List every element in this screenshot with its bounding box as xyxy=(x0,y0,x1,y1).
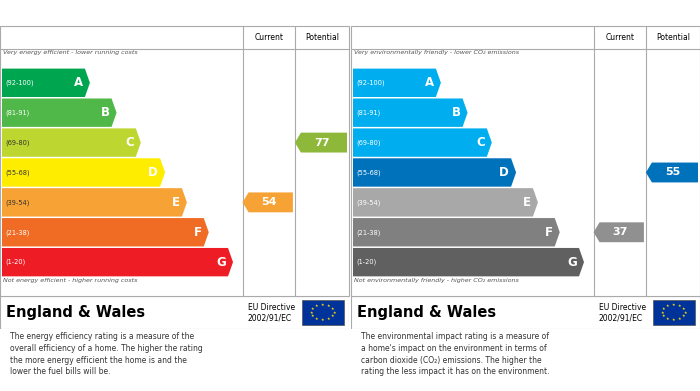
Polygon shape xyxy=(2,218,209,246)
Text: G: G xyxy=(567,256,577,269)
Text: Not environmentally friendly - higher CO₂ emissions: Not environmentally friendly - higher CO… xyxy=(354,278,519,283)
Text: B: B xyxy=(101,106,110,119)
Text: (92-100): (92-100) xyxy=(5,79,34,86)
Polygon shape xyxy=(353,128,492,157)
Text: (81-91): (81-91) xyxy=(356,109,380,116)
Text: (1-20): (1-20) xyxy=(356,259,377,265)
Polygon shape xyxy=(646,163,698,183)
Text: ★: ★ xyxy=(678,317,681,321)
Text: Energy Efficiency Rating: Energy Efficiency Rating xyxy=(7,7,169,20)
Text: ★: ★ xyxy=(315,304,318,308)
Polygon shape xyxy=(295,133,347,152)
Text: ★: ★ xyxy=(327,304,330,308)
Text: C: C xyxy=(476,136,485,149)
Text: ★: ★ xyxy=(332,310,336,314)
Text: Current: Current xyxy=(606,33,634,42)
Text: (69-80): (69-80) xyxy=(5,139,29,146)
Polygon shape xyxy=(353,188,538,217)
Polygon shape xyxy=(2,248,233,276)
Text: ★: ★ xyxy=(331,307,335,311)
Text: The energy efficiency rating is a measure of the
overall efficiency of a home. T: The energy efficiency rating is a measur… xyxy=(10,332,203,377)
Text: (21-38): (21-38) xyxy=(5,229,29,235)
Text: ★: ★ xyxy=(682,314,686,318)
Text: England & Wales: England & Wales xyxy=(6,305,145,320)
Polygon shape xyxy=(353,68,441,97)
Text: (92-100): (92-100) xyxy=(356,79,384,86)
Polygon shape xyxy=(2,68,90,97)
Text: 54: 54 xyxy=(261,197,277,207)
Text: (1-20): (1-20) xyxy=(5,259,25,265)
Polygon shape xyxy=(2,128,141,157)
Text: (55-68): (55-68) xyxy=(356,169,381,176)
Text: (39-54): (39-54) xyxy=(356,199,380,206)
Polygon shape xyxy=(2,188,187,217)
Text: Environmental Impact (CO₂) Rating: Environmental Impact (CO₂) Rating xyxy=(358,7,590,20)
Text: C: C xyxy=(125,136,134,149)
Text: D: D xyxy=(499,166,509,179)
Text: Very environmentally friendly - lower CO₂ emissions: Very environmentally friendly - lower CO… xyxy=(354,50,519,55)
Text: ★: ★ xyxy=(662,307,666,311)
Polygon shape xyxy=(2,99,117,127)
Polygon shape xyxy=(594,222,644,242)
Text: (69-80): (69-80) xyxy=(356,139,381,146)
Text: Potential: Potential xyxy=(305,33,339,42)
Text: EU Directive
2002/91/EC: EU Directive 2002/91/EC xyxy=(248,303,295,322)
Text: G: G xyxy=(216,256,226,269)
Text: F: F xyxy=(194,226,202,239)
Text: England & Wales: England & Wales xyxy=(357,305,496,320)
Text: The environmental impact rating is a measure of
a home's impact on the environme: The environmental impact rating is a mea… xyxy=(361,332,550,377)
Text: ★: ★ xyxy=(311,307,314,311)
Text: ★: ★ xyxy=(321,318,325,322)
Text: ★: ★ xyxy=(660,310,664,314)
Polygon shape xyxy=(2,158,165,187)
Text: Potential: Potential xyxy=(656,33,690,42)
Text: (39-54): (39-54) xyxy=(5,199,29,206)
Text: 55: 55 xyxy=(665,167,680,178)
Text: 77: 77 xyxy=(314,138,330,147)
Text: ★: ★ xyxy=(684,310,687,314)
Bar xyxy=(302,300,344,325)
Text: ★: ★ xyxy=(662,314,666,318)
Text: (21-38): (21-38) xyxy=(356,229,380,235)
Text: E: E xyxy=(172,196,180,209)
Polygon shape xyxy=(353,99,468,127)
Bar xyxy=(653,300,695,325)
Text: A: A xyxy=(74,76,83,89)
Text: EU Directive
2002/91/EC: EU Directive 2002/91/EC xyxy=(598,303,646,322)
Text: ★: ★ xyxy=(666,304,670,308)
Text: Current: Current xyxy=(254,33,284,42)
Text: A: A xyxy=(425,76,434,89)
Text: B: B xyxy=(452,106,461,119)
Text: ★: ★ xyxy=(327,317,330,321)
Polygon shape xyxy=(353,248,584,276)
Text: E: E xyxy=(523,196,531,209)
Text: Not energy efficient - higher running costs: Not energy efficient - higher running co… xyxy=(3,278,137,283)
Text: 37: 37 xyxy=(612,227,627,237)
Text: (55-68): (55-68) xyxy=(5,169,29,176)
Text: ★: ★ xyxy=(672,303,676,307)
Text: ★: ★ xyxy=(315,317,318,321)
Text: ★: ★ xyxy=(331,314,335,318)
Text: ★: ★ xyxy=(311,314,314,318)
Text: ★: ★ xyxy=(672,318,676,322)
Text: ★: ★ xyxy=(682,307,686,311)
Text: ★: ★ xyxy=(309,310,313,314)
Text: ★: ★ xyxy=(321,303,325,307)
Text: (81-91): (81-91) xyxy=(5,109,29,116)
Polygon shape xyxy=(353,158,516,187)
Polygon shape xyxy=(243,192,293,212)
Text: ★: ★ xyxy=(666,317,670,321)
Text: Very energy efficient - lower running costs: Very energy efficient - lower running co… xyxy=(3,50,138,55)
Text: F: F xyxy=(545,226,553,239)
Text: ★: ★ xyxy=(678,304,681,308)
Text: D: D xyxy=(148,166,158,179)
Polygon shape xyxy=(353,218,560,246)
